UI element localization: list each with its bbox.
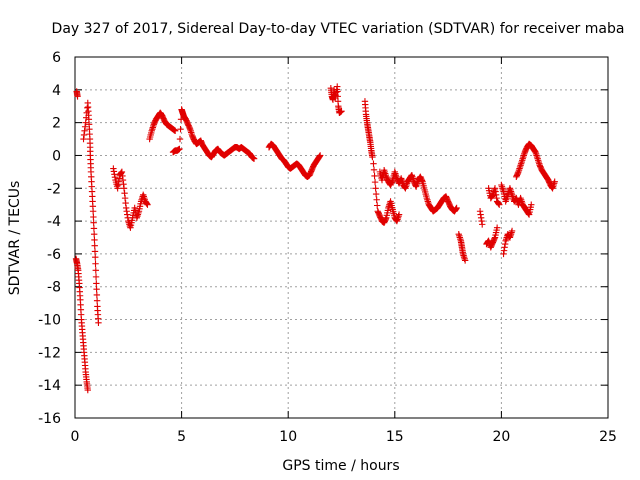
data-point [479,221,486,228]
data-point [508,227,516,235]
y-tick-label: -14 [38,378,61,394]
data-point [528,201,535,208]
data-point [93,285,100,293]
plot-frame [74,56,609,419]
data-point [91,236,98,244]
data-point [92,267,99,274]
y-tick-label: 4 [52,83,61,99]
data-point [551,178,558,185]
data-point [461,257,469,264]
data-point [372,185,379,192]
y-tick-label: -8 [47,280,61,296]
x-axis-label: GPS time / hours [282,458,399,474]
data-point [176,135,184,143]
data-point [370,160,377,167]
data-point [93,280,100,287]
data-point [90,219,97,226]
data-point [496,201,503,208]
data-points [72,83,558,394]
data-point [92,260,99,267]
data-point [144,201,151,208]
y-tick-label: 6 [52,50,61,66]
y-tick-label: -6 [47,247,61,263]
data-point [93,297,101,304]
data-point [91,242,98,249]
data-point [93,291,101,299]
data-point [95,319,102,327]
data-point [316,152,324,159]
data-point [370,166,378,174]
data-point [374,202,381,209]
data-point [453,204,460,212]
data-point [74,93,81,100]
y-tick-label: 2 [52,116,61,132]
x-tick-label: 15 [386,429,404,445]
y-axis-label: SDTVAR / TECUs [7,181,23,296]
y-tick-label: 0 [52,148,61,164]
y-tick-label: -4 [47,214,61,230]
x-tick-label: 0 [71,429,80,445]
data-point [90,225,98,232]
grid-lines [75,57,608,418]
x-tick-label: 5 [177,429,186,445]
data-point [92,253,99,261]
data-point [395,211,403,218]
data-point [250,155,258,162]
data-point [92,273,100,281]
x-tick-label: 25 [599,429,617,445]
data-point [493,224,501,231]
chart-title: Day 327 of 2017, Sidereal Day-to-day VTE… [52,21,625,37]
data-point [90,213,97,221]
data-point [371,172,378,180]
data-point [177,126,184,133]
data-point [373,196,380,203]
y-tick-label: -2 [47,181,61,197]
y-tick-label: -12 [38,345,61,361]
y-tick-labels: 6 4 2 0 -2 -4 -6 -8 -10 -12 -14 -16 [38,50,61,427]
y-tick-label: -16 [38,411,61,427]
data-point [369,153,376,161]
data-point [371,178,379,186]
y-tick-label: -10 [38,313,61,329]
data-point [176,145,183,153]
data-point [172,127,179,135]
data-point [89,208,97,215]
x-tick-label: 20 [492,429,510,445]
data-point [84,386,91,394]
data-point [372,190,380,198]
x-tick-label: 10 [279,429,297,445]
data-point [91,248,99,255]
x-tick-labels: 0 5 10 15 20 25 [71,429,617,445]
data-point [338,107,345,115]
data-point [90,231,98,238]
